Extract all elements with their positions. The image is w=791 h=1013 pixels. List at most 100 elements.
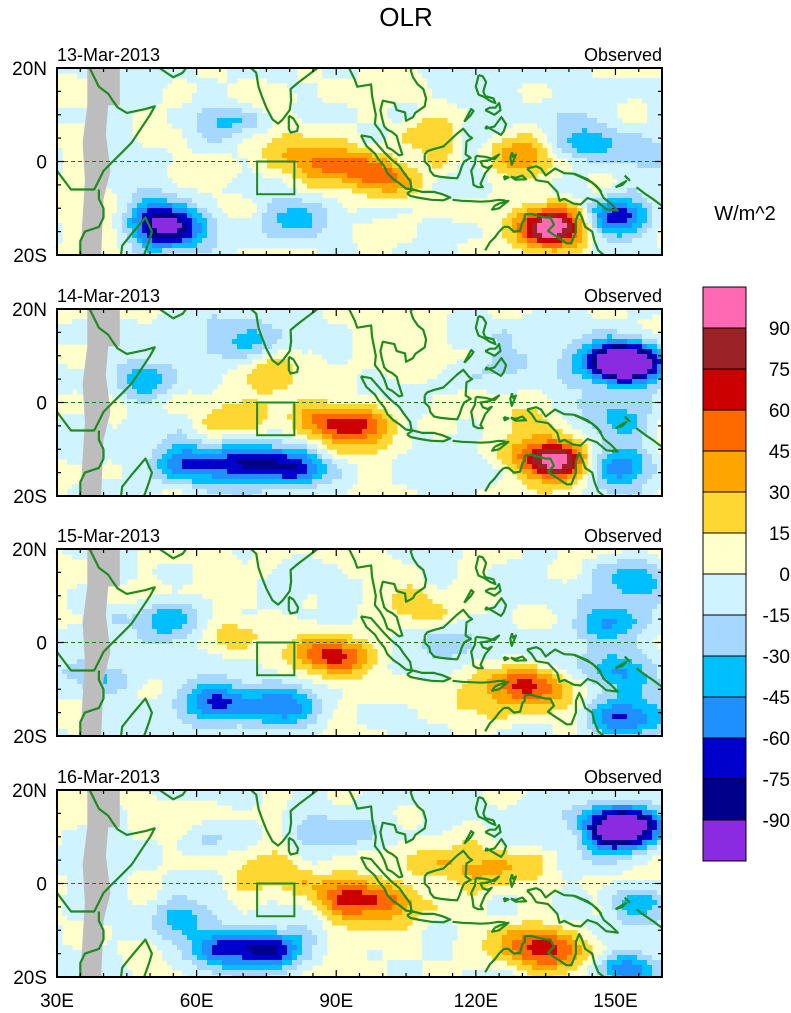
field-cell [572, 364, 578, 370]
field-cell [652, 163, 658, 169]
field-cell [177, 384, 183, 390]
field-cell [322, 148, 328, 154]
field-cell [602, 389, 608, 395]
field-cell [107, 344, 113, 350]
field-cell [182, 324, 188, 330]
field-cell [217, 223, 223, 229]
field-cell [527, 374, 533, 380]
field-cell [472, 359, 478, 365]
field-cell [232, 98, 238, 104]
field-cell [387, 379, 393, 385]
field-cell [347, 339, 353, 345]
field-cell [592, 389, 598, 395]
field-cell [177, 354, 183, 360]
field-cell [132, 158, 138, 164]
field-cell [522, 113, 528, 119]
field-cell [142, 399, 148, 405]
field-cell [137, 188, 143, 194]
field-cell [507, 173, 513, 179]
field-cell [527, 103, 533, 109]
field-cell [312, 329, 318, 335]
field-cell [77, 113, 83, 119]
field-cell [182, 424, 188, 430]
field-cell [327, 324, 333, 330]
field-cell [532, 344, 538, 350]
field-cell [107, 178, 113, 184]
field-cell [352, 414, 358, 420]
field-cell [307, 158, 313, 164]
field-cell [197, 83, 203, 89]
field-cell [412, 409, 418, 415]
field-cell [597, 334, 603, 340]
field-cell [617, 98, 623, 104]
field-cell [307, 213, 313, 219]
field-cell [512, 369, 518, 375]
field-cell [512, 349, 518, 355]
field-cell [82, 329, 88, 335]
field-cell [532, 314, 538, 320]
field-cell [617, 238, 623, 244]
field-cell [267, 314, 273, 320]
field-cell [592, 193, 598, 199]
field-cell [107, 138, 113, 144]
field-cell [247, 309, 253, 315]
field-cell [552, 369, 558, 375]
field-cell [377, 173, 383, 179]
field-cell [507, 138, 513, 144]
field-cell [522, 334, 528, 340]
field-cell [347, 354, 353, 360]
field-cell [512, 359, 518, 365]
field-cell [267, 344, 273, 350]
field-cell [142, 374, 148, 380]
field-cell [597, 339, 603, 345]
field-cell [247, 409, 253, 415]
field-cell [202, 193, 208, 199]
field-cell [482, 113, 488, 119]
field-cell [607, 88, 613, 94]
field-cell [152, 173, 158, 179]
field-cell [382, 208, 388, 214]
field-cell [627, 389, 633, 395]
field-cell [372, 128, 378, 134]
field-cell [587, 389, 593, 395]
field-cell [392, 208, 398, 214]
field-cell [572, 404, 578, 410]
field-cell [307, 203, 313, 209]
field-cell [137, 163, 143, 169]
field-cell [437, 384, 443, 390]
field-cell [637, 394, 643, 400]
field-cell [252, 233, 258, 239]
field-cell [507, 344, 513, 350]
field-cell [282, 384, 288, 390]
field-cell [342, 108, 348, 114]
field-cell [462, 178, 468, 184]
field-cell [152, 424, 158, 430]
field-cell [592, 168, 598, 174]
field-cell [192, 248, 198, 254]
field-cell [607, 163, 613, 169]
field-cell [122, 143, 128, 149]
field-cell [582, 409, 588, 415]
field-cell [127, 68, 133, 74]
field-cell [417, 228, 423, 234]
field-cell [562, 243, 568, 249]
field-cell [392, 384, 398, 390]
field-cell [597, 344, 603, 350]
field-cell [287, 153, 293, 159]
field-cell [237, 314, 243, 320]
field-cell [377, 424, 383, 430]
field-cell [327, 178, 333, 184]
field-cell [412, 399, 418, 405]
field-cell [387, 163, 393, 169]
field-cell [232, 424, 238, 430]
field-cell [82, 118, 88, 124]
field-cell [402, 133, 408, 139]
field-cell [437, 158, 443, 164]
field-cell [427, 223, 433, 229]
field-cell [142, 243, 148, 249]
field-cell [397, 243, 403, 249]
field-cell [517, 344, 523, 350]
field-cell [247, 319, 253, 325]
field-cell [582, 143, 588, 149]
field-cell [542, 223, 548, 229]
